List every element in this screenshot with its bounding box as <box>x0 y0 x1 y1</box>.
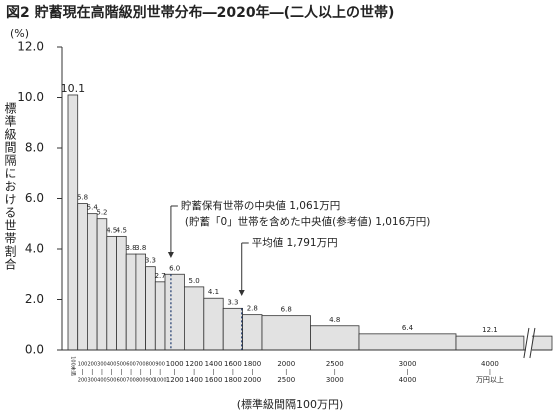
x-bin-label: 3000 <box>326 376 344 384</box>
bar <box>96 218 108 351</box>
x-bin-label: 2500 <box>326 360 344 368</box>
x-bin-label: 1000 <box>166 360 184 368</box>
bar <box>455 335 525 351</box>
x-bin-label: 1400 <box>185 376 203 384</box>
x-bin-label: 400 <box>107 362 117 368</box>
bar <box>77 203 88 351</box>
data-label: 3.8 <box>135 244 146 252</box>
x-bin-label: 2000 <box>243 376 261 384</box>
bar <box>242 314 263 351</box>
bar <box>183 286 205 351</box>
x-bin-label: 100 <box>78 362 88 368</box>
x-bin-label: 1800 <box>224 376 242 384</box>
data-label: 6.4 <box>402 324 414 332</box>
data-label: 4.1 <box>208 288 219 296</box>
data-label: 5.4 <box>87 204 99 212</box>
x-bin-label: 1200 <box>166 376 184 384</box>
data-label: 3.8 <box>125 244 136 252</box>
x-bin-label: 600 <box>117 378 127 384</box>
annotation: 貯蓄保有世帯の中央値 1,061万円 <box>181 199 340 212</box>
x-bin-label: 900 <box>146 378 156 384</box>
data-label: 5.8 <box>77 194 88 202</box>
x-bin-label: 1400 <box>205 360 223 368</box>
data-label: 4.5 <box>116 226 127 234</box>
y-tick-label: 4.0 <box>25 242 44 256</box>
bar <box>222 307 243 351</box>
data-label: 4.5 <box>106 226 117 234</box>
x-bin-label: 800 <box>136 378 146 384</box>
axis-break <box>523 327 530 359</box>
x-bin-label: 1000 <box>154 378 167 384</box>
x-bin-label: 1600 <box>224 360 242 368</box>
x-bin-label: 700 <box>136 362 146 368</box>
bar <box>164 273 185 351</box>
annotation-note: (貯蓄「0」世帯を含めた中央値(参考値) 1,016万円) <box>185 215 430 228</box>
bar <box>87 213 98 351</box>
x-bin-label: 4000 <box>399 376 417 384</box>
x-bin-label: 3000 <box>399 360 417 368</box>
y-tick-label: 8.0 <box>25 141 44 155</box>
y-tick-label: 2.0 <box>25 292 44 306</box>
data-label: 12.1 <box>482 326 498 334</box>
bar <box>154 281 166 351</box>
bar <box>67 94 79 351</box>
x-axis-title: (標準級間隔100万円) <box>237 397 344 411</box>
x-bin-label: 800 <box>146 362 156 368</box>
x-bin-label: 1600 <box>205 376 223 384</box>
x-bin-label: 300 <box>87 378 97 384</box>
data-label: 6.0 <box>169 264 180 272</box>
x-bin-label: 600 <box>126 362 136 368</box>
y-tick-label: 12.0 <box>17 40 44 54</box>
x-bin-label: 500 <box>117 362 127 368</box>
x-bin-label: 200 <box>87 362 97 368</box>
y-axis-title: 標準級間隔における世帯割合 <box>3 102 17 271</box>
bar <box>106 235 117 351</box>
data-label: 2.8 <box>247 305 258 313</box>
x-bin-label: 万円以上 <box>476 375 504 384</box>
x-bin-label: 2000 <box>277 360 295 368</box>
annotation: 平均値 1,791万円 <box>252 236 338 249</box>
arrow-head <box>238 290 245 296</box>
y-unit: (%) <box>10 27 29 40</box>
y-tick-label: 6.0 <box>25 191 44 205</box>
bar <box>135 253 146 351</box>
y-tick-label: 0.0 <box>25 343 44 357</box>
x-bin-label: 100未満 <box>69 356 76 376</box>
data-label: 3.3 <box>145 257 156 265</box>
bar <box>116 235 127 351</box>
bar <box>310 325 360 351</box>
x-bin-label: 1800 <box>243 360 261 368</box>
y-tick-label: 10.0 <box>17 90 44 104</box>
data-label: 2.7 <box>155 272 166 280</box>
x-bin-label: 2500 <box>277 376 295 384</box>
x-bin-label: 400 <box>97 378 107 384</box>
bar <box>125 253 137 351</box>
chart-title: 図2 貯蓄現在高階級別世帯分布―2020年―(二人以上の世帯) <box>6 4 394 21</box>
axis-break <box>529 327 536 359</box>
x-bin-label: 500 <box>107 378 117 384</box>
x-bin-label: 1200 <box>185 360 203 368</box>
x-bin-label: 4000 <box>481 360 499 368</box>
data-label: 5.0 <box>189 277 200 285</box>
data-label: 5.2 <box>96 209 107 217</box>
bar <box>203 297 224 351</box>
data-label: 4.8 <box>329 316 340 324</box>
bar <box>358 333 457 351</box>
bar <box>261 315 311 351</box>
bar-continuation <box>530 335 553 351</box>
x-bin-label: 200 <box>78 378 88 384</box>
x-bin-label: 300 <box>97 362 107 368</box>
arrow-head <box>167 252 174 258</box>
data-label: 3.3 <box>227 298 238 306</box>
axis-break-gap <box>525 328 532 358</box>
x-bin-label: 900 <box>155 362 165 368</box>
data-label: 10.1 <box>61 82 86 95</box>
x-bin-label: 700 <box>126 378 136 384</box>
data-label: 6.8 <box>281 306 292 314</box>
